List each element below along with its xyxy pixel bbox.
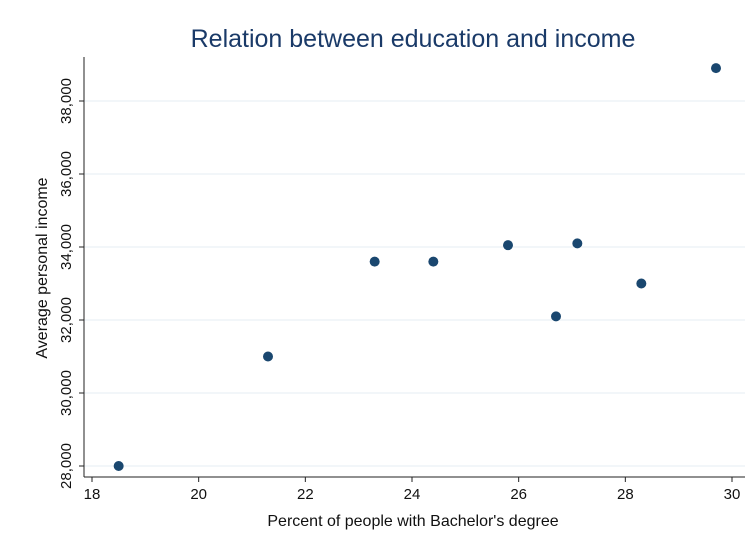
x-tick-label: 28 (617, 486, 634, 503)
scatter-point (572, 238, 583, 249)
y-tick-label: 28,000 (58, 443, 75, 489)
x-tick-label: 30 (724, 486, 741, 503)
scatter-point (263, 351, 273, 362)
x-tick-label: 18 (84, 486, 101, 503)
scatter-point (113, 461, 124, 471)
x-tick-label: 20 (190, 486, 207, 503)
x-tick-label: 24 (404, 486, 421, 503)
scatter-point (369, 256, 380, 267)
x-tick-label: 26 (510, 486, 527, 503)
x-tick-label: 22 (297, 486, 314, 503)
y-tick-label: 32,000 (58, 297, 75, 343)
y-axis-label: Average personal income (34, 177, 51, 358)
y-tick-label: 30,000 (58, 370, 75, 416)
x-axis-label: Percent of people with Bachelor's degree (267, 513, 558, 530)
scatter-point (428, 256, 439, 267)
scatter-point (711, 63, 721, 74)
axes (83, 57, 745, 478)
scatter-point (503, 240, 513, 251)
y-tick-label: 34,000 (58, 224, 75, 270)
data-points (113, 63, 721, 471)
y-tick-label: 38,000 (58, 78, 75, 124)
grid-lines (84, 100, 745, 467)
chart-title: Relation between education and income (191, 25, 636, 53)
tick-marks: 28,000 30,000 32,000 34,000 36,000 38,000 18 20… (58, 78, 740, 503)
scatter-point (551, 311, 561, 322)
y-tick-label: 36,000 (58, 151, 75, 197)
scatter-point (636, 278, 647, 289)
